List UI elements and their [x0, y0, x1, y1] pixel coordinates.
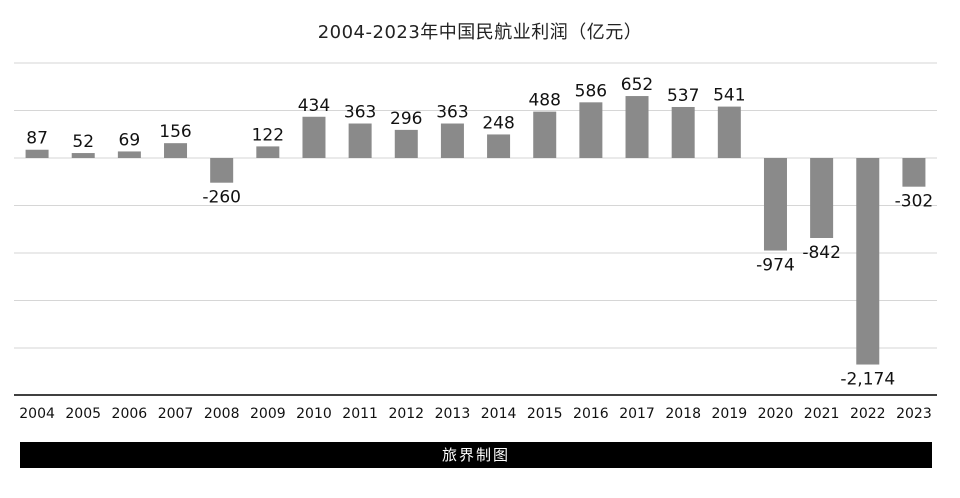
value-label-2015: 488	[528, 91, 560, 111]
bars	[25, 96, 926, 365]
value-label-2012: 296	[390, 109, 422, 129]
chart-title: 2004-2023年中国民航业利润（亿元）	[317, 22, 643, 43]
x-tick-label-2014: 2014	[481, 406, 517, 422]
bar-2017	[625, 96, 649, 158]
x-tick-label-2011: 2011	[342, 406, 378, 422]
bar-2022	[856, 158, 880, 365]
bar-2006	[117, 151, 141, 158]
value-label-2010: 434	[298, 96, 330, 116]
value-label-2009: 122	[252, 125, 284, 145]
bar-2014	[487, 134, 511, 158]
bar-2010	[302, 116, 326, 158]
value-label-2005: 52	[72, 132, 94, 152]
bar-2023	[902, 158, 926, 187]
x-tick-label-2019: 2019	[712, 406, 748, 422]
bar-2012	[394, 129, 418, 158]
value-label-2013: 363	[436, 103, 468, 123]
credit-banner: 旅界制图	[20, 442, 932, 468]
x-axis-tick-labels: 2004 2005 2006 2007 2008 2009 2010 2011 2012 2013…	[19, 406, 931, 422]
bar-2009	[256, 146, 280, 158]
x-tick-label-2006: 2006	[112, 406, 148, 422]
bar-2016	[579, 102, 603, 158]
x-tick-label-2012: 2012	[388, 406, 424, 422]
value-label-2007: 156	[159, 122, 191, 142]
value-label-2019: 541	[713, 86, 745, 106]
value-label-2011: 363	[344, 103, 376, 123]
x-tick-label-2005: 2005	[65, 406, 101, 422]
bar-2020	[763, 158, 787, 251]
value-label-2018: 537	[667, 86, 699, 106]
bar-2007	[164, 143, 188, 158]
value-label-2020: -974	[756, 256, 795, 276]
x-tick-label-2009: 2009	[250, 406, 286, 422]
x-tick-label-2010: 2010	[296, 406, 332, 422]
x-tick-label-2007: 2007	[158, 406, 194, 422]
x-tick-label-2016: 2016	[573, 406, 609, 422]
x-tick-label-2023: 2023	[896, 406, 932, 422]
x-tick-label-2017: 2017	[619, 406, 655, 422]
x-tick-label-2015: 2015	[527, 406, 563, 422]
gridlines	[14, 62, 937, 349]
value-label-2023: -302	[895, 192, 934, 212]
x-tick-label-2021: 2021	[804, 406, 840, 422]
bar-chart: 87 52 69 156 -260 122 434 363 296 363 248 488 586 652…	[14, 62, 937, 422]
bar-2005	[71, 153, 95, 158]
x-tick-label-2022: 2022	[850, 406, 886, 422]
value-label-2021: -842	[802, 243, 841, 263]
x-tick-label-2018: 2018	[665, 406, 701, 422]
bar-2021	[810, 158, 834, 238]
bar-2019	[717, 106, 741, 158]
value-labels: 87 52 69 156 -260 122 434 363 296 363 248 488 586 652…	[26, 75, 933, 389]
bar-2013	[440, 123, 464, 158]
value-label-2014: 248	[482, 113, 514, 133]
bar-2011	[348, 123, 372, 158]
bar-2015	[533, 111, 557, 158]
bar-2008	[210, 158, 234, 183]
value-label-2022: -2,174	[840, 370, 895, 390]
value-label-2006: 69	[119, 130, 141, 150]
value-label-2004: 87	[26, 129, 48, 149]
x-tick-label-2020: 2020	[758, 406, 794, 422]
bar-2018	[671, 106, 695, 158]
value-label-2008: -260	[202, 188, 241, 208]
x-tick-label-2004: 2004	[19, 406, 55, 422]
x-tick-label-2008: 2008	[204, 406, 240, 422]
value-label-2016: 586	[575, 81, 607, 101]
bar-2004	[25, 149, 49, 158]
value-label-2017: 652	[621, 75, 653, 95]
x-tick-label-2013: 2013	[435, 406, 471, 422]
